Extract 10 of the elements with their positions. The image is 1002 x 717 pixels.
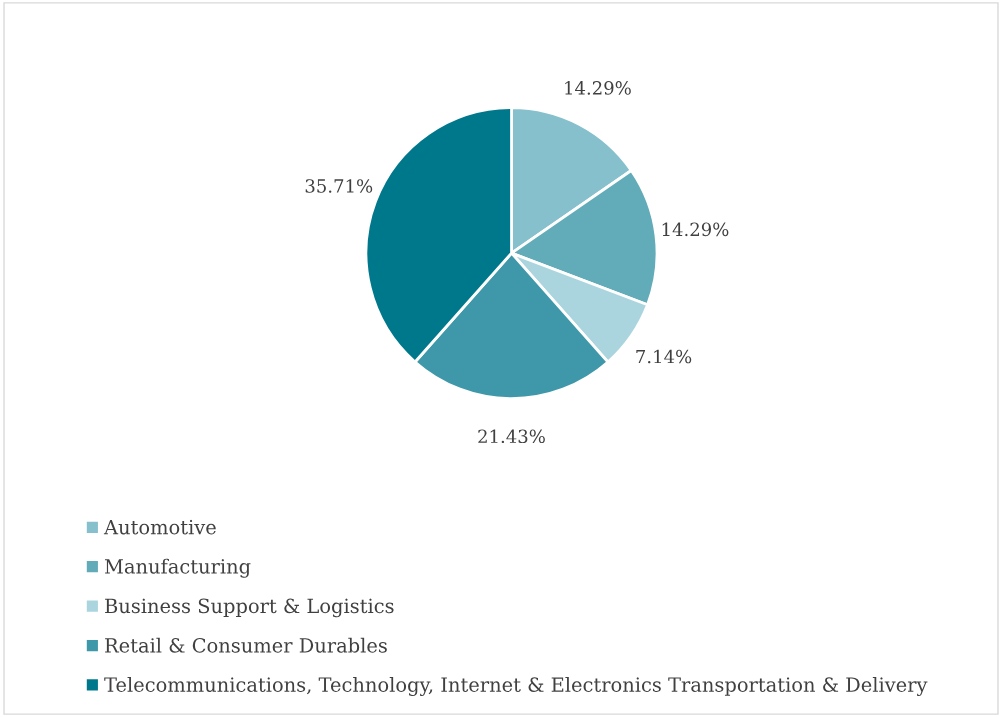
data-label: 35.71% bbox=[305, 179, 373, 193]
legend-label: Retail & Consumer Durables bbox=[105, 637, 387, 653]
legend-label: Business Support & Logistics bbox=[105, 598, 394, 618]
legend-label: Telecommunications, Technology, Internet & Electronics Transportation & Delivery bbox=[104, 676, 928, 696]
data-label: 14.29% bbox=[662, 222, 729, 237]
data-label: 21.43% bbox=[478, 429, 545, 444]
data-label: 7.14% bbox=[636, 349, 692, 364]
legend-label: Manufacturing bbox=[104, 558, 251, 578]
legend-label: Automotive bbox=[103, 519, 216, 535]
data-label: 14.29% bbox=[565, 81, 631, 95]
